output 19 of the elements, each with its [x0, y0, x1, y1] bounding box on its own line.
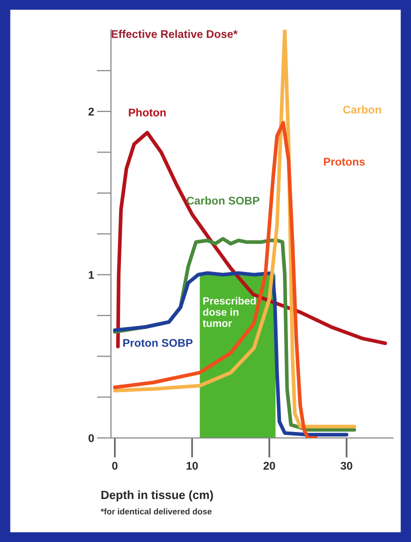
series-label: Proton SOBP: [123, 338, 193, 347]
text: Carbon: [343, 105, 381, 114]
x-tick-label: 0: [112, 462, 118, 470]
y-tick-label: 2: [88, 108, 94, 116]
x-tick-label: 10: [186, 462, 198, 470]
line-series: [113, 121, 318, 438]
x-axis-title: Depth in tissue (cm): [101, 490, 213, 502]
text: *for identical delivered dose: [100, 508, 212, 514]
series-label: Photon: [128, 108, 166, 116]
y-tick-label: 1: [88, 271, 94, 279]
line-series: [113, 271, 348, 436]
y-tick-label: 0: [88, 434, 94, 442]
x-tick-label: 20: [264, 462, 276, 470]
x-tick-label: 30: [340, 462, 352, 470]
text: Protons: [324, 158, 365, 166]
line-series: [116, 130, 387, 348]
text: Carbon SOBP: [186, 196, 260, 205]
annotation: Prescribed dose in tumor: [202, 296, 256, 327]
y-axis-title: Effective Relative Dose*: [112, 30, 238, 38]
